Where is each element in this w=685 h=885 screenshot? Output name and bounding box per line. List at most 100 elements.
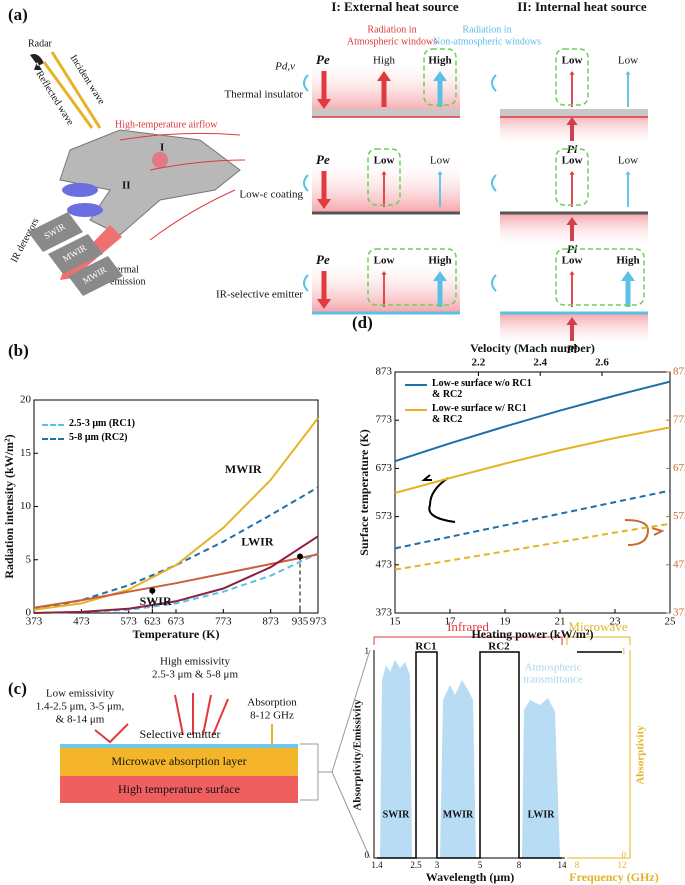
y-axis-label: Absorptivity [635,725,647,785]
axis [373,650,565,859]
pe-label: Pe [316,52,330,67]
detector [28,212,83,252]
row-label: Low-ε coating [239,189,303,201]
reflect-arrow [491,74,497,92]
column-title: I: External heat source [331,0,458,14]
highlight-box [555,48,589,106]
y2-tick-label: 473 [673,558,685,570]
arrow-head [437,171,443,175]
legend-entry: 5-8 μm (RC2) [42,432,182,443]
level-label: High [428,255,451,267]
legend-label: Low-e surface w/o RC1 & RC2 [432,378,532,400]
y-tick-label: 573 [376,510,393,522]
y2-tick-label: 373 [673,607,685,619]
radar-label: Radar [28,38,53,49]
legend-text: Radiation in [462,24,511,35]
band-label: RC1 [415,641,436,653]
x-tick-label: 573 [120,616,137,628]
y-tick-label: 1 [365,646,370,656]
x2-tick-label: 2.4 [533,357,547,369]
y2-tick-label: 773 [673,414,685,426]
column-title: II: Internal heat source [517,0,647,14]
aircraft [59,129,241,236]
y-tick-label: 0 [365,850,370,860]
x-tick-label: 12 [618,860,627,870]
insulator [500,109,648,117]
incident-wave [50,51,102,129]
panel-label: (d) [352,313,373,332]
emission-label: emission [110,276,146,287]
axis-arrow [624,519,665,546]
layer-text: Microwave absorption layer [111,754,246,768]
pe-label: Pe [316,152,330,167]
y-tick-label: 873 [376,366,393,378]
series-label: LWIR [241,534,274,548]
arrow-head [566,317,578,325]
x-tick-label: 3 [435,860,440,870]
arrow-head [566,117,578,125]
series-line [33,417,319,611]
y-tick-label: 773 [376,414,393,426]
y-tick-label: 473 [376,558,393,570]
x-tick-label: 623 [144,616,161,628]
x-tick-label: 14 [558,860,568,870]
legend-label: 5-8 μm (RC2) [69,432,128,443]
emission-rays [94,693,229,744]
reflect-arrow [303,74,309,92]
series-line [394,380,671,463]
y-tick-label: 5 [26,553,32,565]
pi-label: Pi [567,342,578,356]
absorption-layer [60,748,298,776]
x-tick-label: 19 [500,616,512,628]
detector [48,234,103,274]
transmittance-area [522,698,560,858]
transmittance-area [380,660,412,858]
arrow-head [569,171,575,175]
x-tick-label: 473 [73,616,90,628]
bracket [373,636,563,645]
x-tick-label: 1.4 [371,860,383,870]
arrow-head [566,217,578,225]
level-label: High [373,55,396,67]
legend: 2.5-3 μm (RC1) 5-8 μm (RC2) [42,418,182,446]
axis [567,650,631,859]
arrow-head [625,71,631,75]
y-axis-label: Absorptivity/Emissivity [352,699,364,811]
row-label: IR-selective emitter [216,289,303,301]
axis-arrow [421,474,456,523]
marker: I [160,142,164,154]
x-tick-label: 23 [610,616,622,628]
emissivity-text: 1.4-2.5 μm, 3-5 μm, [36,701,125,713]
x-tick-label: 5 [478,860,483,870]
airflow-label: High-temperature airflow [115,119,218,130]
emissivity-text: High emissivity [160,656,230,668]
highlight-box [555,248,645,306]
band-label: SWIR [383,809,410,820]
absorption-text: Absorption [247,697,297,709]
level-label: Low [618,155,638,167]
x-tick-label: 25 [665,616,677,628]
series-label: MWIR [225,462,262,476]
x-tick-label: 873 [262,616,279,628]
atm-label: transmittance [523,674,582,686]
emissivity-text: & 8-14 μm [56,714,105,726]
layer-text: High temperature surface [118,782,240,796]
legend-entry: Low-e surface w/o RC1 & RC2 [405,378,535,400]
x-tick-label: 17 [445,616,457,628]
level-label: Low [618,55,638,67]
pe-label: Pe [316,252,330,267]
reflect-arrow [303,174,309,192]
x2-tick-label: 2.6 [595,357,609,369]
y-tick-label: 673 [376,462,393,474]
series-line [394,426,671,494]
band-label: MWIR [443,809,474,820]
reflected-wave [42,61,94,129]
legend-swatch [42,438,64,440]
emission-label: Thermal [105,264,139,275]
level-label: Low [562,255,583,267]
y-tick-label: 0 [26,607,32,619]
y2-tick-label: 873 [673,366,685,378]
level-label: Low [430,155,450,167]
legend-label: Low-e surface w/ RC1 & RC2 [432,403,527,425]
